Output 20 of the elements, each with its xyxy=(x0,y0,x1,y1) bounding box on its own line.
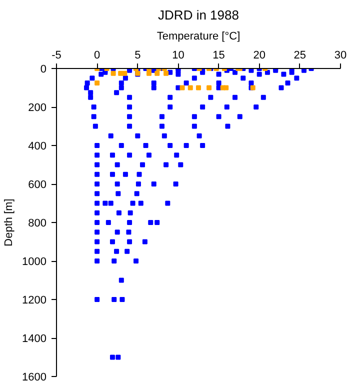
x-tick-label: 30 xyxy=(334,50,347,62)
y-axis-title: Depth [m] xyxy=(3,198,16,246)
x-axis-title: Temperature [°C] xyxy=(156,30,240,42)
y-tick-label: 1200 xyxy=(22,294,47,306)
y-tick-label: 800 xyxy=(28,218,47,230)
x-tick-label: 25 xyxy=(294,50,306,62)
x-tick-label: 15 xyxy=(212,50,225,62)
x-tick-label: 10 xyxy=(172,50,184,62)
x-tick-label: -5 xyxy=(52,50,62,62)
y-tick-label: 1600 xyxy=(22,372,47,384)
y-tick-label: 200 xyxy=(28,102,47,114)
x-tick-label: 5 xyxy=(134,50,141,62)
y-tick-label: 600 xyxy=(28,179,47,191)
chart-title: JDRD in 1988 xyxy=(158,8,239,22)
y-tick-label: 400 xyxy=(28,140,47,152)
y-tick-label: 0 xyxy=(40,64,47,76)
y-tick-label: 1000 xyxy=(22,256,47,268)
x-tick-label: 20 xyxy=(253,50,266,62)
y-tick-label: 1400 xyxy=(22,333,47,345)
x-tick-label: 0 xyxy=(94,50,100,62)
